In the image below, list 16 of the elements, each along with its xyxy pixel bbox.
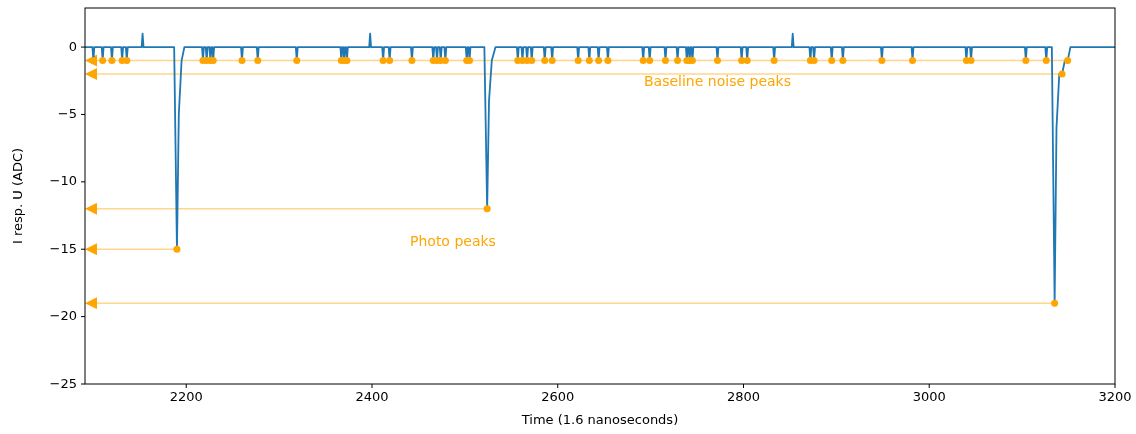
y-tick-label: −25: [49, 375, 77, 391]
y-tick-label: −10: [49, 173, 77, 189]
y-tick-label: −20: [49, 308, 77, 324]
y-tick-label: 0: [68, 38, 77, 54]
x-tick-label: 3200: [1098, 389, 1132, 404]
x-tick-label: 2400: [355, 389, 389, 404]
x-tick-label: 3000: [912, 389, 946, 404]
x-tick-label: 2200: [169, 389, 203, 404]
annotation: Baseline noise peaks: [644, 73, 791, 89]
x-tick-label: 2600: [541, 389, 575, 404]
y-axis-title: I resp. U (ADC): [10, 147, 25, 245]
annotation: Photo peaks: [410, 233, 496, 249]
y-tick-label: −5: [57, 105, 77, 121]
x-tick-label: 2800: [726, 389, 761, 404]
y-tick-label: −15: [49, 240, 77, 256]
x-axis-title: Time (1.6 nanoseconds): [520, 412, 679, 427]
